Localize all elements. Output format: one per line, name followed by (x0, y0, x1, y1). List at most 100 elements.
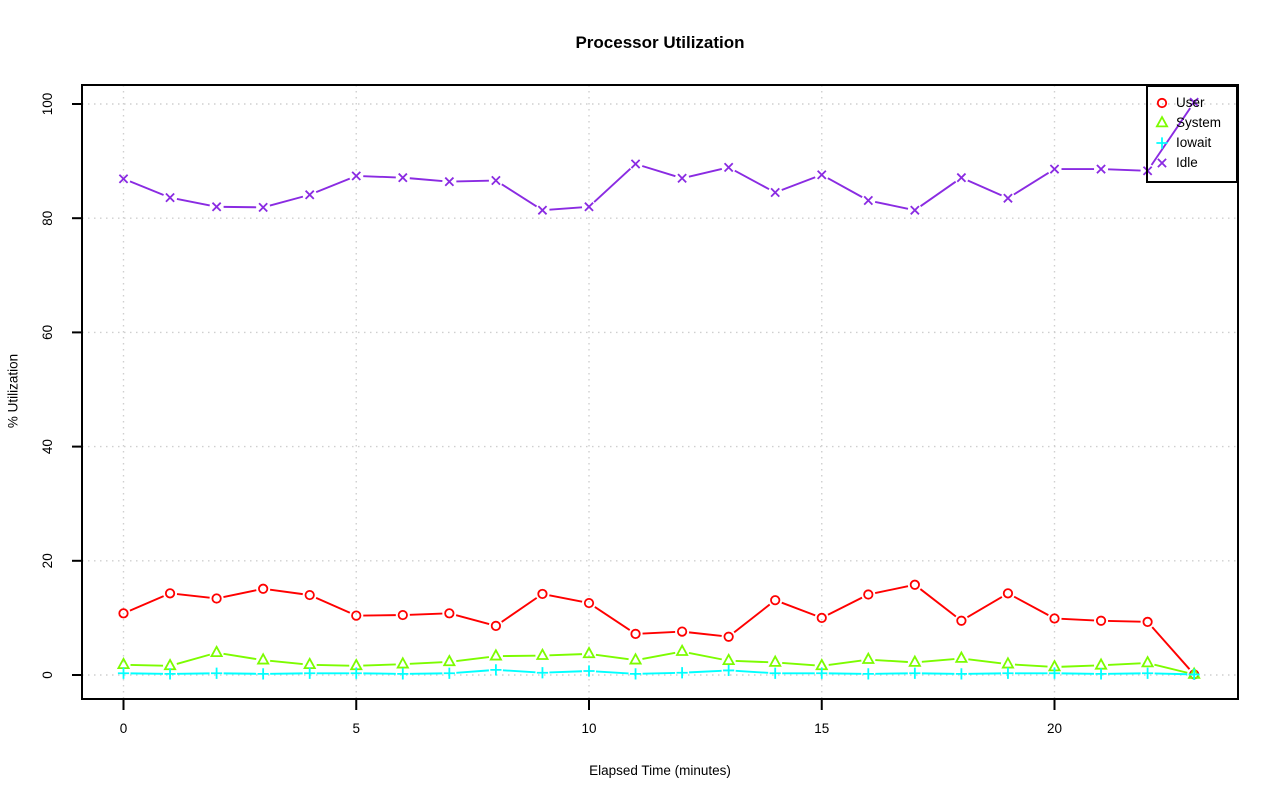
user-marker (1095, 615, 1107, 626)
legend-item-idle: Idle (1148, 153, 1236, 173)
series-line-segment (827, 596, 863, 616)
series-line-segment (595, 670, 629, 675)
series-line-segment (1013, 172, 1050, 196)
user-marker (397, 609, 408, 621)
series-line-segment (595, 653, 629, 661)
series-line-segment (176, 593, 210, 599)
idle-marker (537, 205, 548, 215)
series-iowait (117, 664, 1200, 681)
idle-marker (444, 176, 455, 187)
series-line-segment (593, 167, 632, 203)
series-line-segment (502, 669, 536, 674)
series-line-segment (269, 195, 304, 207)
iowait-marker (1048, 667, 1061, 679)
user-marker-icon (1156, 97, 1168, 109)
system-marker (861, 651, 875, 664)
series-line-segment (1108, 168, 1141, 172)
series-line-segment (688, 631, 722, 637)
series-line-segment (409, 177, 443, 183)
user-marker (583, 597, 595, 609)
series-line-segment (409, 612, 443, 616)
user-marker (677, 626, 688, 637)
user-marker (630, 628, 641, 639)
system-marker (396, 656, 410, 669)
series-line-segment (966, 596, 1003, 619)
legend-item-label: System (1176, 115, 1222, 130)
series-line-segment (921, 658, 955, 663)
legend-item-system: System (1148, 113, 1236, 133)
series-line-segment (223, 589, 257, 598)
iowait-marker (816, 667, 828, 679)
user-marker (444, 608, 455, 619)
tick-labels: 0 5 10 15 20 0 20 40 60 80 100 (40, 93, 1062, 736)
plot-border (81, 84, 1239, 700)
user-marker (723, 631, 734, 642)
iowait-marker (583, 665, 595, 677)
iowait-marker (164, 668, 176, 680)
idle-marker (258, 202, 268, 213)
system-marker (582, 646, 596, 659)
iowait-marker (676, 667, 688, 679)
user-marker (863, 589, 874, 600)
series-line-segment (594, 606, 631, 631)
idle-marker (351, 171, 361, 181)
x-tick-label: 15 (814, 721, 829, 736)
idle-marker-glyph (1157, 158, 1167, 168)
system-marker (722, 652, 736, 666)
user-marker (1142, 616, 1153, 627)
user-marker (118, 608, 129, 619)
series-line-segment (549, 653, 583, 657)
system-marker (628, 652, 643, 665)
series-line-segment (1154, 663, 1188, 674)
y-tick-label: 40 (40, 439, 55, 454)
user-marker (351, 610, 362, 621)
idle-marker (817, 170, 827, 180)
user-marker-glyph (1156, 97, 1168, 109)
x-tick-label: 0 (120, 721, 128, 736)
series-line-segment (642, 651, 676, 660)
series-line-segment (1061, 617, 1095, 622)
iowait-marker (1142, 667, 1154, 679)
iowait-marker (769, 667, 781, 679)
series-line-segment (455, 614, 490, 625)
series-line-segment (875, 659, 908, 663)
series-line-segment (642, 671, 676, 675)
legend-item-label: Idle (1176, 155, 1198, 170)
series-line-segment (269, 588, 303, 596)
system-marker (908, 654, 922, 667)
idle-marker (491, 175, 501, 186)
series-line-segment (456, 656, 490, 662)
series-line-segment (409, 661, 443, 665)
series-line-segment (315, 597, 351, 614)
legend: User System Iowait Idle (1146, 85, 1238, 183)
series-line-segment (828, 659, 862, 666)
iowait-marker (490, 664, 502, 676)
series-line-segment (1154, 672, 1188, 676)
iowait-marker (257, 668, 269, 680)
series-line-segment (1061, 664, 1095, 668)
idle-marker (165, 192, 175, 203)
series-line-segment (782, 662, 815, 667)
system-marker (768, 654, 782, 667)
series-line-segment (549, 594, 583, 603)
idle-marker (630, 159, 641, 169)
x-axis-label: Elapsed Time (minutes) (589, 763, 731, 778)
series-line-segment (549, 670, 583, 674)
y-tick-label: 0 (40, 671, 55, 679)
idle-marker (398, 172, 408, 183)
idle-marker (211, 202, 222, 212)
series-line-segment (1014, 663, 1048, 668)
user-marker (956, 615, 967, 626)
series-line-segment (968, 658, 1002, 665)
series-line-segment (735, 660, 769, 664)
iowait-marker (862, 668, 874, 680)
series-line-segment (176, 653, 211, 665)
series-line-segment (642, 630, 676, 635)
idle-marker (1189, 97, 1199, 108)
series-idle (118, 97, 1199, 215)
iowait-marker (397, 668, 409, 680)
series-line-segment (129, 180, 164, 196)
user-marker (304, 589, 315, 601)
